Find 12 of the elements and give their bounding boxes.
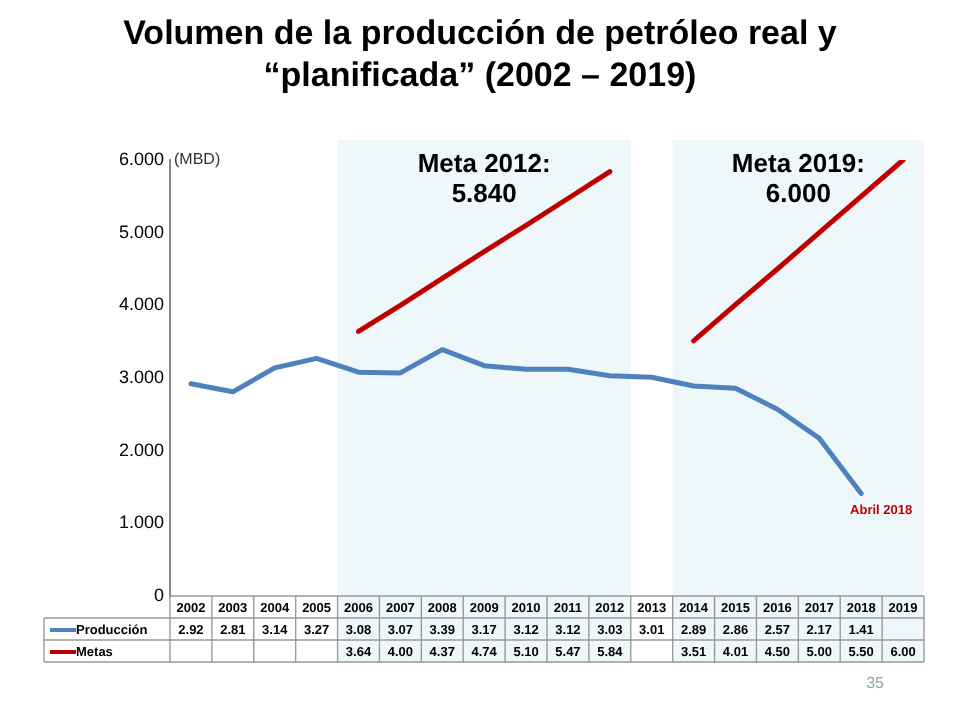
y-tick-label: 0 [153,584,164,605]
chart-title: Volumen de la producción de petróleo real y “planificada” (2002 – 2019) [121,12,839,96]
y-tick-label: 4.000 [118,294,164,315]
y-tick-label: 1.000 [118,512,164,533]
y-tick-label: 2.000 [118,439,164,460]
band-label: Meta 2019: 6.000 [731,148,865,209]
text: 35 [866,674,884,692]
y-tick-label: 3.000 [118,366,164,387]
y-axis-title: (MBD) [174,150,221,169]
band-label: Meta 2012: 5.840 [417,148,551,209]
y-tick-label: 6.000 [118,148,164,169]
y-tick-label: 5.000 [118,221,164,242]
